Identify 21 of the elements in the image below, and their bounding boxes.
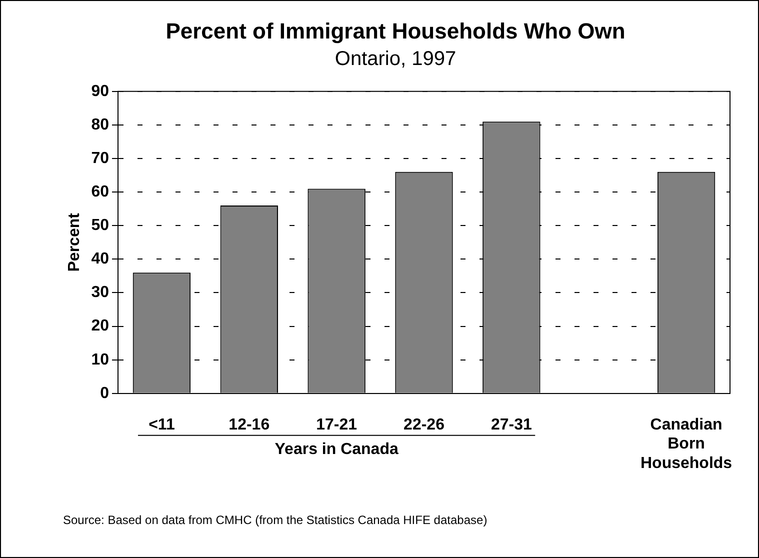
x-tick-label: 27-31 bbox=[490, 416, 532, 434]
y-axis-title: Percent bbox=[66, 212, 84, 272]
y-tick-label: 90 bbox=[91, 82, 110, 100]
chart-subtitle: Ontario, 1997 bbox=[334, 48, 456, 70]
y-tick-label: 0 bbox=[100, 384, 110, 402]
y-tick-label: 40 bbox=[91, 250, 110, 268]
y-tick-label: 20 bbox=[91, 318, 110, 335]
y-tick-label: 80 bbox=[91, 116, 110, 134]
y-tick-label: 10 bbox=[91, 351, 110, 368]
x-tick-label: Canadian Born Households bbox=[640, 416, 732, 472]
source-note: Source: Based on data from CMHC (from the Statistics Canada HIFE database) bbox=[63, 513, 488, 527]
x-tick-label: 17-21 bbox=[316, 416, 358, 434]
y-tick-label: 50 bbox=[91, 217, 110, 234]
x-tick-label: 12-16 bbox=[228, 416, 270, 434]
x-axis-title: Years in Canada bbox=[274, 440, 398, 458]
y-tick-label: 70 bbox=[91, 150, 110, 167]
chart-title: Percent of Immigrant Households Who Own bbox=[166, 18, 626, 44]
y-tick-label: 60 bbox=[91, 183, 110, 200]
x-tick-label: <11 bbox=[148, 416, 175, 434]
y-tick-label: 30 bbox=[91, 284, 110, 302]
x-tick-label: 22-26 bbox=[404, 416, 445, 434]
